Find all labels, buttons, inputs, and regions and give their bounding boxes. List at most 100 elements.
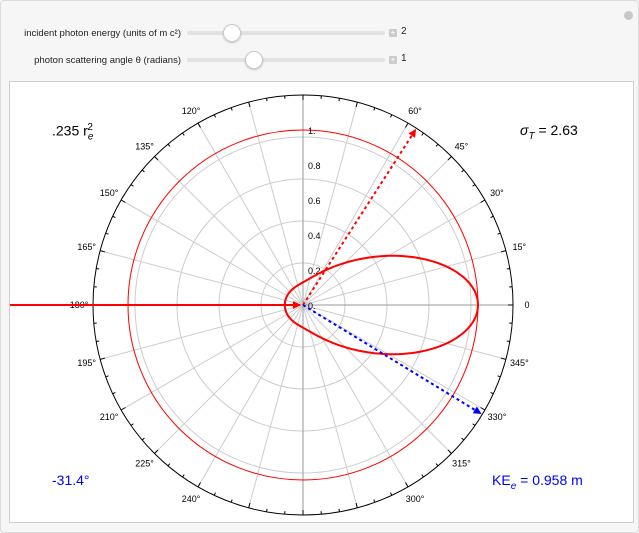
outer-tick bbox=[167, 463, 171, 467]
outer-tick bbox=[120, 407, 126, 411]
outer-tick bbox=[100, 250, 106, 253]
angle-label: photon scattering angle θ (radians) bbox=[34, 54, 181, 66]
angle-tick-label: 210° bbox=[100, 412, 119, 422]
outer-tick bbox=[461, 169, 465, 173]
grid-spoke bbox=[302, 122, 409, 306]
angle-tick-label: 120° bbox=[182, 106, 201, 116]
outer-tick bbox=[421, 132, 424, 136]
plot-panel: 0 15° 30° 45° 60° 120° 135° 150° 165° 180° 195° 210… bbox=[9, 81, 634, 523]
angle-tick-label: 135° bbox=[135, 142, 154, 152]
outer-tick bbox=[141, 437, 145, 441]
cross-section-text: .235 r bbox=[52, 122, 88, 139]
outer-tick bbox=[266, 98, 268, 102]
outer-tick bbox=[405, 122, 409, 128]
grid-spoke bbox=[154, 304, 304, 454]
outer-tick bbox=[480, 407, 486, 411]
outer-tick bbox=[373, 107, 376, 111]
cross-section-sup: 2 bbox=[87, 122, 93, 133]
outer-tick bbox=[130, 184, 134, 187]
angle-tick-label: 150° bbox=[100, 188, 119, 198]
sigma-sub: T bbox=[528, 130, 535, 142]
outer-tick bbox=[421, 474, 424, 478]
angle-expand-icon[interactable]: + bbox=[389, 55, 397, 64]
ke-value: = 0.958 m bbox=[516, 472, 583, 488]
radial-tick-label: 0. bbox=[308, 301, 316, 311]
outer-tick bbox=[497, 375, 501, 378]
angle-tick-label: 300° bbox=[406, 494, 425, 504]
energy-label: incident photon energy (units of m c²) bbox=[24, 27, 181, 39]
angle-tick-label: 15° bbox=[513, 242, 527, 252]
outer-tick bbox=[154, 449, 159, 454]
angle-slider-thumb[interactable] bbox=[245, 51, 264, 69]
grid-spoke bbox=[302, 156, 452, 306]
outer-tick bbox=[506, 340, 510, 342]
outer-tick bbox=[213, 114, 216, 118]
outer-tick bbox=[373, 499, 376, 503]
outer-tick bbox=[182, 474, 185, 478]
ke-label: KE bbox=[492, 472, 511, 488]
grid-spoke bbox=[197, 304, 304, 488]
angle-tick-label: 30° bbox=[490, 188, 504, 198]
radial-tick-label: 0.6 bbox=[308, 196, 321, 206]
ke-sub: e bbox=[510, 480, 517, 492]
grid-spoke bbox=[120, 304, 304, 411]
grid-spoke bbox=[302, 304, 409, 488]
sigma-symbol: σ bbox=[520, 122, 529, 138]
radial-tick-label: 0.8 bbox=[308, 161, 321, 171]
angle-tick-label: 0 bbox=[524, 300, 529, 310]
sigma-value: = 2.63 bbox=[534, 122, 578, 138]
outer-tick bbox=[338, 98, 340, 102]
outer-tick bbox=[112, 392, 116, 395]
outer-tick bbox=[490, 392, 494, 395]
grid-spoke bbox=[302, 304, 452, 454]
grid-spoke bbox=[302, 199, 486, 306]
outer-tick bbox=[130, 423, 134, 426]
outer-tick bbox=[230, 499, 233, 503]
outer-tick bbox=[355, 102, 358, 108]
outer-tick bbox=[213, 492, 216, 496]
outer-tick bbox=[390, 492, 393, 496]
angle-tick-label: 60° bbox=[408, 106, 422, 116]
scattered-photon-arrow bbox=[302, 128, 417, 306]
radial-tick-label: 1. bbox=[308, 126, 316, 136]
angle-tick-label: 345° bbox=[510, 358, 529, 368]
angle-slider[interactable] bbox=[187, 51, 385, 69]
outer-tick bbox=[154, 156, 159, 161]
outer-tick bbox=[105, 375, 109, 378]
outer-tick bbox=[182, 132, 185, 136]
outer-tick bbox=[100, 357, 106, 360]
angle-control: photon scattering angle θ (radians) + 1 bbox=[1, 50, 639, 70]
energy-slider[interactable] bbox=[187, 24, 385, 42]
grid-spoke bbox=[154, 156, 304, 306]
outer-tick bbox=[500, 357, 506, 360]
cross-section-sub: e bbox=[87, 131, 94, 143]
outer-tick bbox=[472, 423, 476, 426]
outer-tick bbox=[96, 268, 100, 270]
outer-tick bbox=[248, 502, 251, 508]
outer-tick bbox=[197, 122, 201, 128]
grid-spoke bbox=[120, 199, 304, 306]
outer-tick bbox=[120, 199, 126, 203]
energy-slider-thumb[interactable] bbox=[223, 24, 242, 42]
outer-tick bbox=[506, 268, 510, 270]
angle-tick-label: 240° bbox=[182, 494, 201, 504]
angle-tick-label: 165° bbox=[77, 242, 96, 252]
outer-tick bbox=[472, 184, 476, 187]
outer-tick bbox=[405, 482, 409, 488]
radial-tick-label: 0.2 bbox=[308, 266, 321, 276]
recoil-electron-arrow bbox=[302, 304, 482, 415]
outer-tick bbox=[447, 156, 452, 161]
options-gear-icon[interactable] bbox=[624, 11, 633, 20]
energy-expand-icon[interactable]: + bbox=[389, 28, 397, 37]
energy-control: incident photon energy (units of m c²) +… bbox=[1, 23, 639, 43]
outer-tick bbox=[266, 508, 268, 512]
outer-tick bbox=[435, 463, 439, 467]
outer-tick bbox=[480, 199, 486, 203]
angle-tick-label: 195° bbox=[77, 358, 96, 368]
outer-tick bbox=[167, 143, 171, 147]
polar-plot: 015°30°45°60°120°135°150°165°180°195°210… bbox=[10, 94, 530, 516]
sigma-readout: σT = 2.63 bbox=[520, 122, 578, 142]
radial-tick-label: 0.4 bbox=[308, 231, 321, 241]
outer-tick bbox=[435, 143, 439, 147]
